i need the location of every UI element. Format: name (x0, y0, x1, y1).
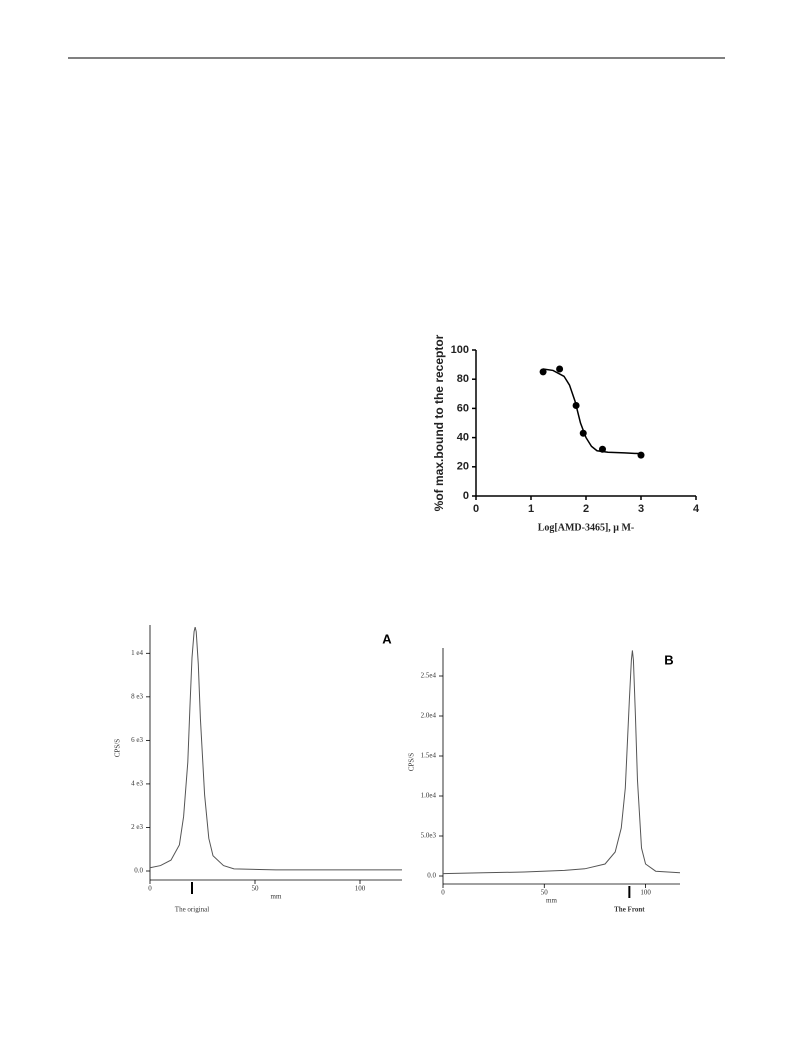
data-point (556, 365, 564, 373)
x-tick-label: 4 (693, 503, 700, 515)
x-axis-label: mm (546, 897, 557, 905)
x-tick-label: 100 (640, 889, 651, 897)
y-tick-label: 2.0e4 (421, 712, 437, 720)
fit-curve (542, 368, 642, 455)
data-point (637, 451, 645, 459)
chart: 0 20 40 60 80 100 0 1 2 3 4 %of max.bound to the re… (432, 334, 700, 533)
x-tick-label: 50 (541, 889, 549, 897)
x-tick-label: 1 (528, 503, 534, 515)
line (442, 650, 681, 875)
annotation: The Front (614, 906, 645, 914)
x-tick-label: 2 (583, 503, 589, 515)
x-tick-label: 0 (473, 503, 479, 515)
y-tick-label: 60 (457, 402, 469, 414)
data-point (572, 401, 580, 409)
y-tick-label: 0.0 (427, 872, 436, 880)
y-tick-label: 40 (457, 432, 469, 444)
line (149, 627, 402, 871)
y-axis-label: CPS/S (114, 739, 122, 757)
panel-label: B (664, 652, 673, 667)
y-tick-label: 1 e4 (131, 649, 143, 657)
x-tick-label: 0 (441, 889, 445, 897)
x-tick-label: 100 (355, 885, 366, 893)
y-tick-label: 5.0e3 (421, 832, 437, 840)
annotation: The original (175, 906, 209, 914)
y-axis-label: CPS/S (408, 753, 416, 771)
panel-label: A (382, 631, 392, 646)
y-tick-label: 2.5e4 (421, 672, 437, 680)
y-tick-label: 100 (451, 344, 469, 356)
y-tick-label: 1.5e4 (421, 752, 437, 760)
x-axis-label: Log[AMD-3465], μ M- (538, 522, 634, 533)
x-tick-label: 50 (252, 885, 260, 893)
x-tick-label: 0 (148, 885, 152, 893)
y-tick-label: 2 e3 (131, 823, 143, 831)
chart: 0.0 2 e3 4 e3 6 e3 8 e3 1 e4 0 50 100 CPS/S mm A The… (114, 625, 402, 914)
y-tick-label: 0.0 (134, 867, 143, 875)
data-point (599, 445, 606, 453)
x-tick-label: 3 (638, 503, 644, 515)
data-point (579, 429, 587, 437)
data-point (539, 368, 547, 376)
y-tick-label: 6 e3 (131, 736, 143, 744)
x-axis-label: mm (271, 893, 282, 901)
y-tick-label: 4 e3 (131, 780, 143, 788)
chart: 0.0 5.0e3 1.0e4 1.5e4 2.0e4 2.5e4 0 50 100 CPS/S m… (408, 648, 681, 914)
y-tick-label: 1.0e4 (421, 792, 437, 800)
y-tick-label: 8 e3 (131, 692, 143, 700)
y-axis-label: %of max.bound to the receptor (432, 334, 446, 511)
y-tick-label: 80 (457, 373, 469, 385)
y-tick-label: 20 (457, 461, 469, 473)
y-tick-label: 0 (463, 490, 469, 502)
